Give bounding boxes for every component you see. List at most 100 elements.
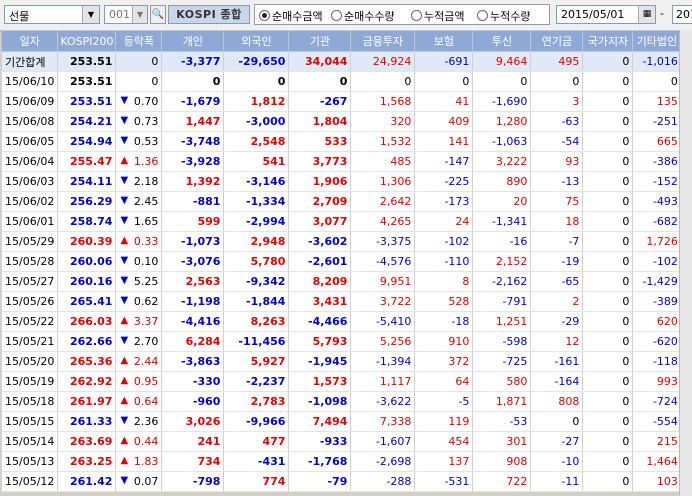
table-row[interactable]: 기간합계 253.51 0 -3,377 -29,650 34,044 24,924 -691…: [0, 51, 681, 72]
table-row[interactable]: 15/05/20 265.36 ▲ 2.44 -3,863 5,927 -1,945 -1,3…: [0, 351, 681, 372]
column-header[interactable]: KOSPI200: [57, 30, 117, 52]
frn-cell: 0: [223, 71, 289, 92]
up-arrow-icon: ▲: [120, 455, 129, 466]
table-row[interactable]: 15/05/29 260.39 ▲ 0.33 -1,073 2,948 -3,602 -3,3…: [0, 231, 681, 252]
fin-cell: 5,256: [350, 331, 415, 352]
down-arrow-icon: ▼: [120, 415, 129, 426]
market-select[interactable]: 선물 ▼: [4, 5, 100, 24]
kospi200-cell: 260.16: [57, 271, 116, 292]
column-header[interactable]: 국가지자: [582, 30, 634, 52]
radio-cumulative-amount[interactable]: 누적금액: [411, 8, 464, 24]
change-cell: ▼ 0.53: [115, 131, 162, 152]
table-row[interactable]: 15/06/04 255.47 ▲ 1.36 -3,928 541 3,773 485 -147…: [0, 151, 681, 172]
change-value: 0.10: [133, 255, 159, 268]
inv-cell: 3,222: [472, 151, 531, 172]
table-row[interactable]: 15/06/02 256.29 ▼ 2.45 -881 -1,334 2,709 2,642-…: [0, 191, 681, 212]
change-value: 0.64: [133, 395, 159, 408]
table-row[interactable]: 15/06/05 254.94 ▼ 0.53 -3,748 2,548 533 1,532 14…: [0, 131, 681, 152]
inst-cell: 1,573: [288, 371, 351, 392]
etc-cell: 135: [632, 91, 681, 112]
pen-cell: -164: [530, 371, 583, 392]
change-cell: ▼ 0.70: [115, 91, 162, 112]
frn-cell: -1,844: [223, 291, 289, 312]
radio-label: 누적금액: [424, 10, 465, 23]
change-cell: ▼ 2.36: [115, 411, 162, 432]
frn-cell: 541: [223, 151, 289, 172]
end-date-field[interactable]: 2015/: [672, 5, 692, 24]
column-header[interactable]: 등락폭: [115, 30, 163, 52]
table-row[interactable]: 15/05/15 261.33 ▼ 2.36 3,026 -9,966 7,494 7,338…: [0, 411, 681, 432]
pen-cell: 3: [530, 91, 583, 112]
frn-cell: 2,783: [223, 391, 289, 412]
chevron-down-icon[interactable]: ▼: [132, 6, 147, 23]
table-row[interactable]: 15/05/22 266.03 ▲ 3.37 -4,416 8,263 -4,466 -5,4…: [0, 311, 681, 332]
column-header[interactable]: 금융투자: [350, 30, 416, 52]
ind-cell: -3,928: [161, 151, 224, 172]
radio-label: 순매수수량: [344, 10, 395, 23]
change-value: 2.44: [133, 355, 159, 368]
up-arrow-icon: ▲: [120, 355, 129, 366]
column-header[interactable]: 기타법인: [632, 30, 682, 52]
vertical-scrollbar[interactable]: [679, 30, 692, 496]
column-header[interactable]: 보험: [414, 30, 474, 52]
etc-cell: -493: [632, 191, 681, 212]
column-header[interactable]: 기관: [288, 30, 352, 52]
table-body: 기간합계 253.51 0 -3,377 -29,650 34,044 24,924 -691…: [0, 51, 681, 492]
table-row[interactable]: 15/06/08 254.21 ▼ 0.73 1,447 -3,000 1,804 320 40…: [0, 111, 681, 132]
radio-net-buy-quantity[interactable]: 순매수수량: [331, 8, 395, 24]
table-row[interactable]: 15/06/01 258.74 ▼ 1.65 599 -2,994 3,077 4,265 24…: [0, 211, 681, 232]
column-header[interactable]: 투신: [472, 30, 532, 52]
table-row[interactable]: 15/05/27 260.16 ▼ 5.25 2,563 -9,342 8,209 9,951…: [0, 271, 681, 292]
change-value: 2.36: [133, 415, 159, 428]
table-row[interactable]: 15/05/21 262.66 ▼ 2.70 6,284 -11,456 5,793 5,25…: [0, 331, 681, 352]
table-row[interactable]: 15/05/26 265.41 ▼ 0.62 -1,198 -1,844 3,431 3,72…: [0, 291, 681, 312]
fin-cell: -5,410: [350, 311, 415, 332]
gov-cell: 0: [582, 211, 633, 232]
column-header[interactable]: 외국인: [223, 30, 290, 52]
etc-cell: -102: [632, 251, 681, 272]
kospi200-cell: 256.29: [57, 191, 116, 212]
date-cell: 15/06/05: [0, 131, 58, 152]
table-row[interactable]: 15/05/12 261.42 ▼ 0.07 -798 774 -79 -288 -531 722…: [0, 471, 681, 492]
frn-cell: 774: [223, 471, 289, 492]
kospi200-cell: 261.42: [57, 471, 116, 492]
table-row[interactable]: 15/05/18 261.97 ▲ 0.64 -960 2,783 -1,098 -3,622…: [0, 391, 681, 412]
fin-cell: 2,642: [350, 191, 415, 212]
calendar-icon[interactable]: ▦: [638, 6, 655, 23]
radio-cumulative-quantity[interactable]: 누적수량: [477, 8, 530, 24]
table-row[interactable]: 15/06/09 253.51 ▼ 0.70 -1,679 1,812 -267 1,568 4…: [0, 91, 681, 112]
code-select[interactable]: 001 ▼: [104, 5, 148, 24]
ins-cell: 119: [414, 411, 473, 432]
table-row[interactable]: 15/06/03 254.11 ▼ 2.18 1,392 -3,146 1,906 1,306…: [0, 171, 681, 192]
table-row[interactable]: 15/05/19 262.92 ▲ 0.95 -330 -2,237 1,573 1,117 6…: [0, 371, 681, 392]
radio-net-buy-amount[interactable]: 순매수금액: [259, 8, 323, 24]
inst-cell: 3,431: [288, 291, 351, 312]
kospi200-cell: 255.47: [57, 151, 116, 172]
inst-cell: 3,773: [288, 151, 351, 172]
start-date-field[interactable]: 2015/05/01 ▦: [556, 5, 656, 24]
column-header[interactable]: 일자: [0, 30, 59, 52]
inv-cell: 20: [472, 191, 531, 212]
down-arrow-icon: ▼: [120, 135, 129, 146]
start-date-value: 2015/05/01: [561, 8, 625, 21]
gov-cell: 0: [582, 151, 633, 172]
column-header[interactable]: 연기금: [530, 30, 584, 52]
fin-cell: -4,576: [350, 251, 415, 272]
ins-cell: 41: [414, 91, 473, 112]
date-cell: 15/05/19: [0, 371, 58, 392]
kospi200-cell: 254.21: [57, 111, 116, 132]
column-header[interactable]: 개인: [161, 30, 225, 52]
table-row[interactable]: 15/05/13 263.25 ▲ 1.83 734 -431 -1,768 -2,698 13…: [0, 451, 681, 472]
inv-cell: -2,162: [472, 271, 531, 292]
chevron-down-icon[interactable]: ▼: [82, 6, 99, 23]
radio-dot-icon: [259, 10, 270, 21]
table-row[interactable]: 15/06/10 253.51 0 0 0 0 0 0 0 0 0 0: [0, 71, 681, 92]
etc-cell: 1,464: [632, 451, 681, 472]
inst-cell: -2,601: [288, 251, 351, 272]
etc-cell: -1,429: [632, 271, 681, 292]
search-icon[interactable]: 🔍: [150, 5, 166, 24]
table-row[interactable]: 15/05/14 263.69 ▲ 0.44 241 477 -933 -1,607 454 30…: [0, 431, 681, 452]
table-row[interactable]: 15/05/28 260.06 ▼ 0.10 -3,076 5,780 -2,601 -4,5…: [0, 251, 681, 272]
inv-cell: -1,690: [472, 91, 531, 112]
fin-cell: 3,722: [350, 291, 415, 312]
